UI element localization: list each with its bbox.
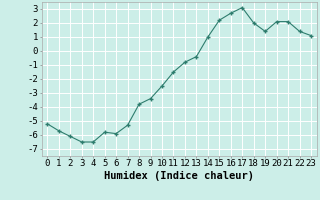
X-axis label: Humidex (Indice chaleur): Humidex (Indice chaleur) bbox=[104, 171, 254, 181]
